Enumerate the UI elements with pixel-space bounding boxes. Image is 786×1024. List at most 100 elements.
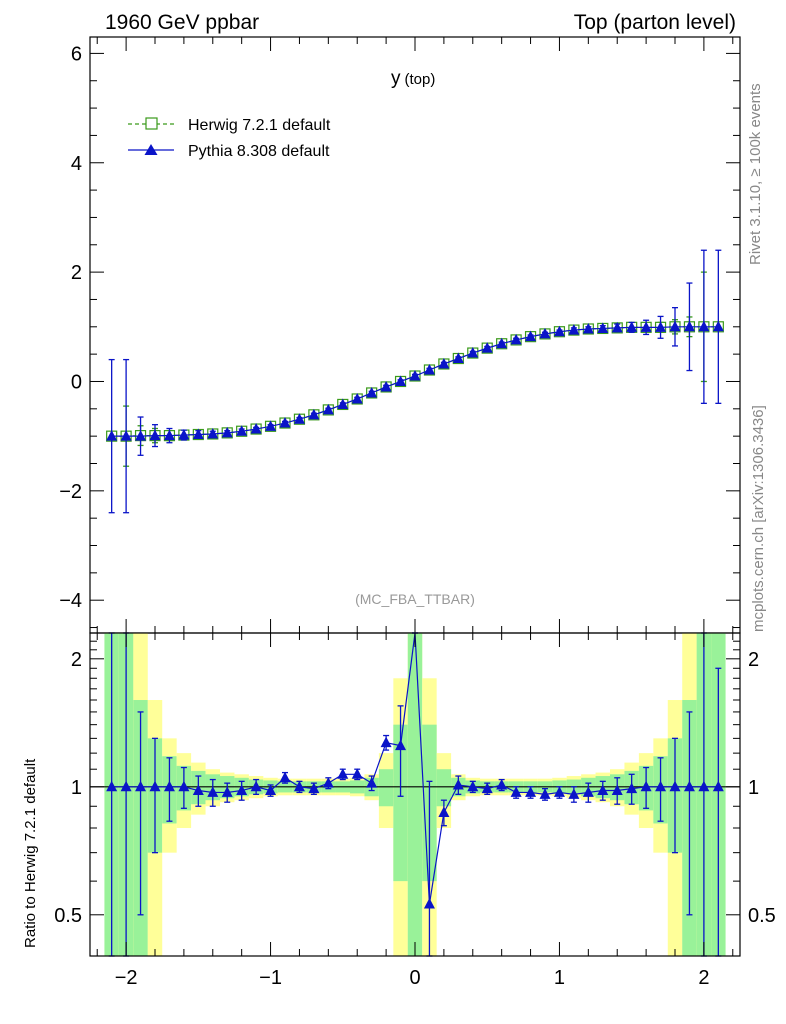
ratio-ytick-label-right: 2 [748,649,759,671]
pythia-point [221,426,233,438]
pythia-point [351,392,363,404]
pythia-point [683,320,695,332]
pythia-point [409,370,421,381]
ratio-green-band [378,769,394,807]
legend-pythia: Pythia 8.308 default [128,143,330,160]
ratio-pythia-point [525,786,537,797]
ratio-pythia-point [712,780,724,792]
ratio-ytick-label: 2 [71,649,82,671]
ratio-pythia-point [380,736,392,748]
ratio-pythia-point [553,786,565,797]
pythia-point [265,420,277,431]
pythia-point [467,347,479,358]
ratio-pythia-point [351,768,363,779]
pythia-point [207,427,219,439]
ratio-pythia-point [539,788,551,799]
pythia-point [279,417,291,428]
ratio-pythia-point [337,768,349,779]
ratio-ytick-label-right: 1 [748,777,759,799]
ratio-pythia-point [611,784,623,796]
pythia-point [192,428,204,440]
pythia-point [322,403,334,415]
pythia-point [337,398,349,409]
ratio-pythia-point [236,784,248,796]
pythia-point [163,429,175,441]
main-ytick-label: 6 [71,43,82,65]
ratio-pythia-point [496,778,508,790]
main-ytick-label: −2 [59,481,82,503]
pythia-point [135,430,147,441]
ratio-pythia-point [221,786,233,797]
ratio-pythia-point [395,739,407,751]
ratio-pythia-point [582,786,594,797]
ratio-pythia-point [207,786,219,797]
pythia-point [395,375,407,386]
pythia-point [366,386,378,398]
ratio-pythia-point [178,780,190,792]
ratio-xtick-label: 0 [409,967,420,989]
ratio-pythia-point [698,780,710,792]
legend-herwig: Herwig 7.2.1 default [128,117,331,134]
ratio-pythia-point [308,782,320,794]
ratio-frame [89,632,741,957]
pythia-point [293,413,305,424]
ratio-xtick-label: −2 [115,967,138,989]
ratio-pythia-point [293,780,305,792]
ratio-pythia-point [481,782,493,794]
legend: Herwig 7.2.1 default Pythia 8.308 defaul… [128,117,331,160]
pythia-point [438,357,450,369]
header-left: 1960 GeV ppbar [105,11,259,34]
ratio-pythia-point [683,780,695,792]
main-data-layer [106,249,724,514]
ratio-pythia-point [279,771,291,783]
pythia-point [510,333,522,345]
ratio-pythia-point [438,806,450,818]
pythia-point [120,430,132,441]
pythia-point [481,342,493,353]
analysis-watermark: (MC_FBA_TTBAR) [355,591,475,607]
ratio-ylabel: Ratio to Herwig 7.2.1 default [22,758,39,948]
pythia-point [236,425,248,436]
header-right: Top (parton level) [574,11,736,34]
pythia-point [655,321,667,332]
ratio-axis-ticks: −2 −1 0 1 2 0.5 0.5 1 1 2 2 [54,633,776,989]
ratio-pythia-point [655,780,667,792]
ratio-pythia-point [626,782,638,794]
ratio-pythia-point [163,780,175,792]
ratio-pythia-point [452,778,464,790]
main-ytick-label: −4 [59,590,82,612]
legend-pythia-label: Pythia 8.308 default [188,143,330,160]
ratio-pythia-point [467,780,479,792]
main-ytick-label: 0 [71,371,82,393]
pythia-point [626,321,638,332]
rivet-label: Rivet 3.1.10, ≥ 100k events [747,83,764,265]
pythia-point [149,429,161,441]
pythia-point [452,352,464,364]
pythia-point [308,408,320,420]
pythia-point [611,321,623,333]
ratio-pythia-point [669,780,681,792]
main-ytick-label: 4 [71,153,82,175]
main-axis-ticks: −4 −2 0 2 4 6 [59,37,740,633]
ratio-pythia-point [135,780,147,792]
ratio-pythia-point [322,777,334,788]
ratio-pythia-point [568,788,580,799]
ratio-pythia-point [120,780,132,792]
ratio-xtick-label: −1 [259,967,282,989]
pythia-point [568,324,580,335]
ratio-pythia-point [192,784,204,796]
ratio-green-band [407,633,423,956]
pythia-point [106,430,118,441]
ratio-green-band [393,724,408,882]
ratio-pythia-point [597,784,609,796]
ratio-green-band [436,769,452,807]
main-ytick-label: 2 [71,262,82,284]
ratio-pythia-point [106,780,118,792]
ratio-ytick-label: 1 [71,777,82,799]
ratio-panel: −2 −1 0 1 2 0.5 0.5 1 1 2 2 Ratio to Herwig 7.2.1 … [22,632,776,989]
ratio-pythia-point [423,898,435,909]
ratio-data-layer [90,632,740,957]
ratio-xtick-label: 2 [698,967,709,989]
ratio-pythia-point [510,786,522,797]
